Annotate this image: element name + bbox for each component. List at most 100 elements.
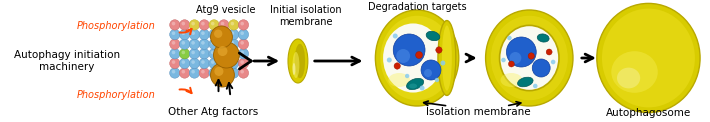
Ellipse shape xyxy=(617,68,640,88)
Circle shape xyxy=(231,60,234,64)
Circle shape xyxy=(172,22,175,25)
Circle shape xyxy=(219,39,229,49)
Circle shape xyxy=(170,29,180,40)
Ellipse shape xyxy=(491,16,568,100)
Circle shape xyxy=(201,70,204,74)
Circle shape xyxy=(229,39,239,49)
Ellipse shape xyxy=(288,39,308,83)
Circle shape xyxy=(191,70,195,74)
Circle shape xyxy=(405,74,410,78)
Circle shape xyxy=(172,70,175,74)
Circle shape xyxy=(199,68,209,78)
Circle shape xyxy=(182,51,185,54)
Circle shape xyxy=(190,58,200,69)
Circle shape xyxy=(221,60,224,64)
Circle shape xyxy=(239,49,248,59)
Circle shape xyxy=(211,31,214,35)
Circle shape xyxy=(219,58,229,69)
Circle shape xyxy=(229,58,239,69)
Circle shape xyxy=(396,49,410,63)
Circle shape xyxy=(231,70,234,74)
Circle shape xyxy=(393,34,425,66)
Circle shape xyxy=(239,68,248,78)
Text: Phosphorylation: Phosphorylation xyxy=(77,90,155,100)
Ellipse shape xyxy=(602,9,695,107)
Circle shape xyxy=(182,70,185,74)
Circle shape xyxy=(190,68,200,78)
Circle shape xyxy=(241,60,244,64)
Ellipse shape xyxy=(597,3,700,113)
Text: Other Atg factors: Other Atg factors xyxy=(168,107,258,117)
Circle shape xyxy=(211,63,234,87)
Circle shape xyxy=(191,22,195,25)
Circle shape xyxy=(209,39,219,49)
Circle shape xyxy=(218,46,227,56)
Circle shape xyxy=(201,22,204,25)
Circle shape xyxy=(241,41,244,45)
Circle shape xyxy=(182,60,185,64)
Circle shape xyxy=(182,22,185,25)
Circle shape xyxy=(435,78,439,82)
Circle shape xyxy=(180,68,190,78)
Circle shape xyxy=(211,26,232,48)
Circle shape xyxy=(180,49,190,59)
Ellipse shape xyxy=(442,25,452,91)
Circle shape xyxy=(219,29,229,40)
Ellipse shape xyxy=(501,73,523,87)
Circle shape xyxy=(199,29,209,40)
Ellipse shape xyxy=(438,21,456,95)
Circle shape xyxy=(201,51,204,54)
Circle shape xyxy=(199,20,209,30)
Ellipse shape xyxy=(381,16,454,100)
Circle shape xyxy=(199,49,209,59)
Circle shape xyxy=(172,41,175,45)
Ellipse shape xyxy=(537,34,549,42)
Circle shape xyxy=(219,49,229,59)
Ellipse shape xyxy=(295,44,305,78)
Circle shape xyxy=(214,67,224,76)
Text: Isolation membrane: Isolation membrane xyxy=(426,107,530,117)
Ellipse shape xyxy=(426,31,439,41)
Circle shape xyxy=(229,20,239,30)
Circle shape xyxy=(209,29,219,40)
Circle shape xyxy=(182,41,185,45)
Ellipse shape xyxy=(611,51,657,93)
Circle shape xyxy=(191,60,195,64)
Circle shape xyxy=(231,31,234,35)
Circle shape xyxy=(201,60,204,64)
Circle shape xyxy=(201,41,204,45)
Circle shape xyxy=(239,39,248,49)
Circle shape xyxy=(170,20,180,30)
Circle shape xyxy=(241,51,244,54)
Circle shape xyxy=(221,22,224,25)
Circle shape xyxy=(182,31,185,35)
Circle shape xyxy=(191,51,195,54)
Circle shape xyxy=(507,36,512,40)
Circle shape xyxy=(170,58,180,69)
Circle shape xyxy=(191,41,195,45)
Circle shape xyxy=(219,68,229,78)
Circle shape xyxy=(508,61,514,67)
Circle shape xyxy=(170,39,180,49)
Circle shape xyxy=(201,31,204,35)
Circle shape xyxy=(172,31,175,35)
Circle shape xyxy=(211,51,214,54)
Circle shape xyxy=(415,51,422,59)
Circle shape xyxy=(239,20,248,30)
Ellipse shape xyxy=(293,52,300,78)
Circle shape xyxy=(231,41,234,45)
Circle shape xyxy=(532,59,550,77)
Circle shape xyxy=(209,49,219,59)
Circle shape xyxy=(180,58,190,69)
Circle shape xyxy=(190,39,200,49)
Circle shape xyxy=(501,58,506,62)
Circle shape xyxy=(180,20,190,30)
Ellipse shape xyxy=(407,78,424,90)
Circle shape xyxy=(528,53,535,59)
Circle shape xyxy=(191,31,195,35)
Circle shape xyxy=(424,69,432,77)
Circle shape xyxy=(190,49,200,59)
Text: Phosphorylation: Phosphorylation xyxy=(77,21,155,31)
Circle shape xyxy=(199,39,209,49)
Circle shape xyxy=(546,49,552,55)
